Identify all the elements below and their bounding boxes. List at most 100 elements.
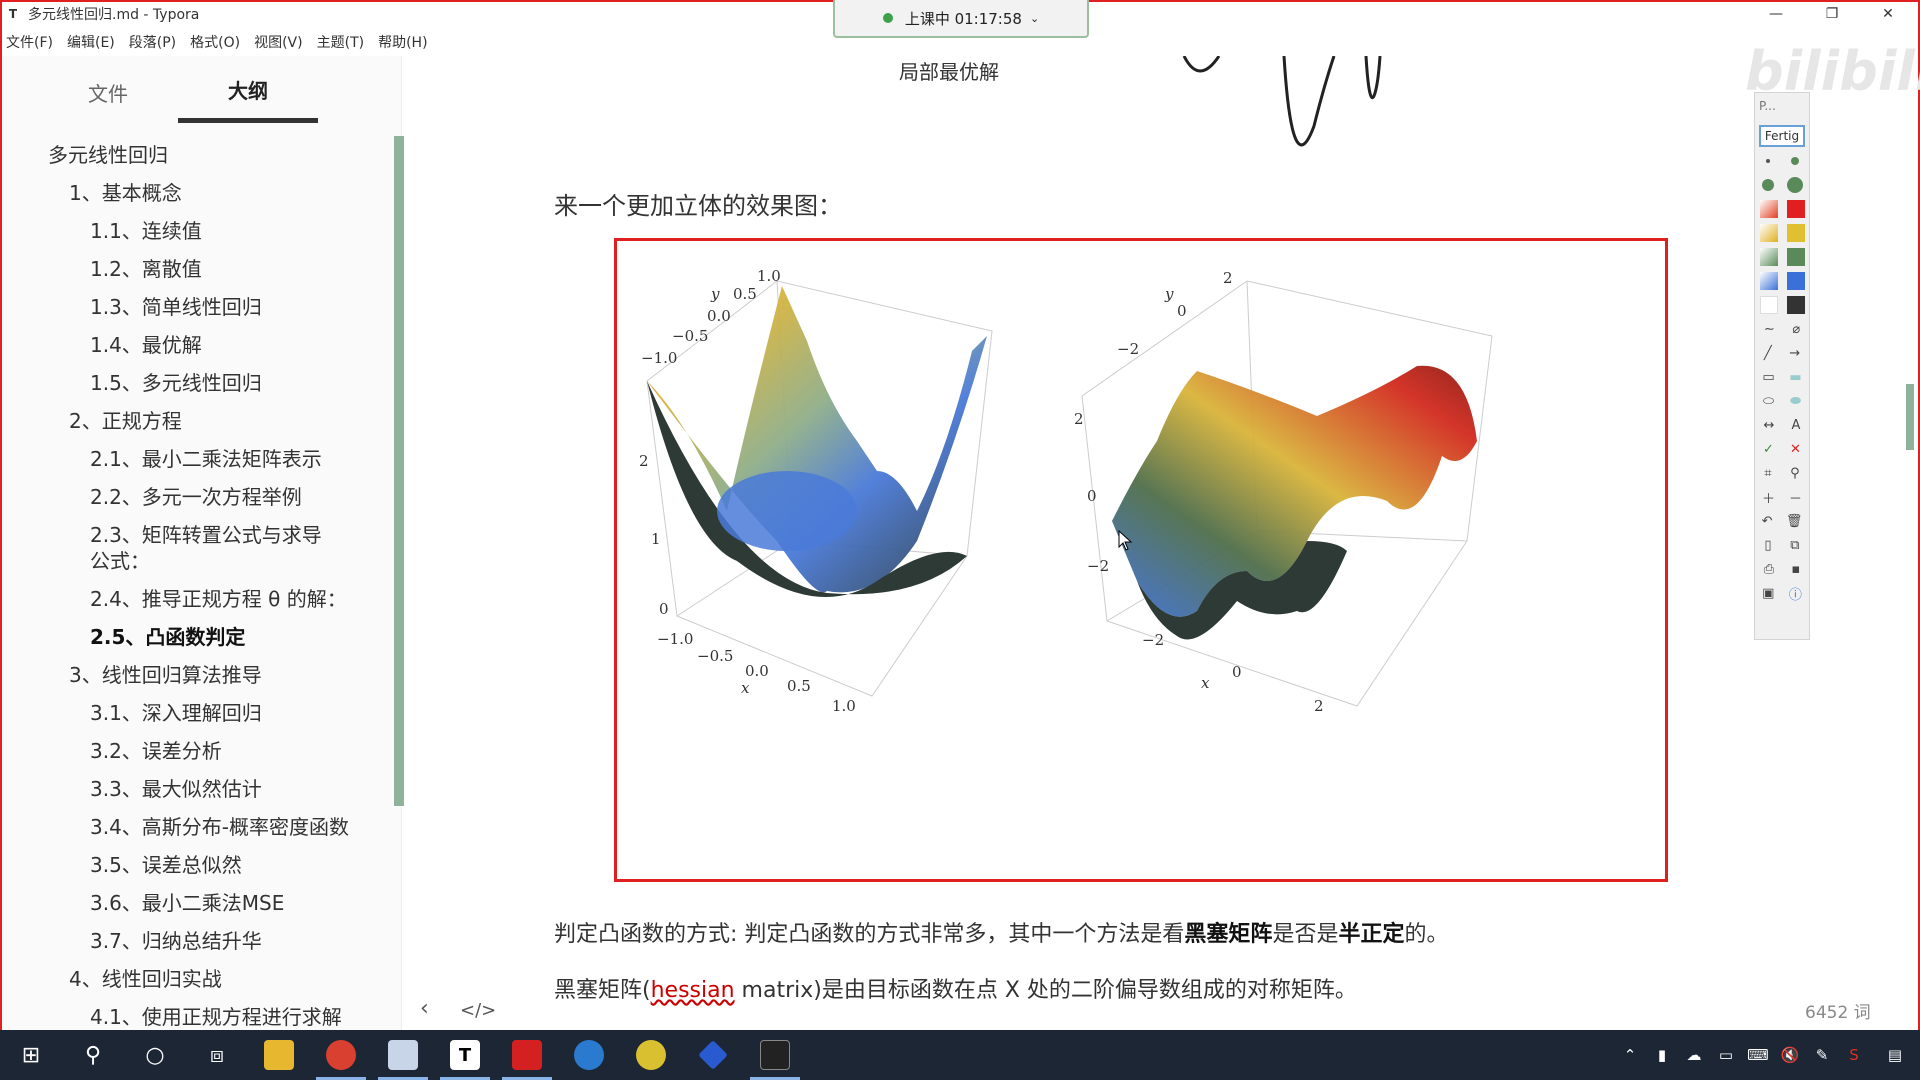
outline-item[interactable]: 3.7、归纳总结升华: [90, 929, 262, 953]
tab-files[interactable]: 文件: [88, 81, 128, 106]
recording-indicator[interactable]: 上课中 01:17:58 ⌄: [833, 0, 1089, 38]
undo-icon[interactable]: ↶: [1761, 513, 1773, 529]
pen-size-small-icon[interactable]: [1765, 159, 1770, 163]
task-view-icon[interactable]: ⧈: [210, 1042, 224, 1068]
color-red-swatch[interactable]: [1786, 200, 1805, 218]
menu-edit[interactable]: 编辑(E): [66, 35, 115, 51]
python-icon[interactable]: [620, 1030, 682, 1080]
arrow-icon[interactable]: →: [1789, 345, 1801, 361]
notification-icon[interactable]: ▤: [1887, 1046, 1903, 1064]
windows-start-icon[interactable]: ⊞: [21, 1042, 41, 1068]
filled-ellipse-icon[interactable]: ⬬: [1789, 393, 1802, 409]
cloud-icon[interactable]: ☁: [1686, 1046, 1702, 1064]
menu-format[interactable]: 格式(O): [190, 35, 241, 51]
search-icon[interactable]: ⚲: [84, 1042, 102, 1068]
outline-item[interactable]: 1.1、连续值: [90, 219, 202, 243]
spellcheck-word[interactable]: hessian: [650, 978, 735, 1003]
minus-icon[interactable]: －: [1788, 491, 1802, 507]
zoom-icon[interactable]: ⚲: [1790, 465, 1800, 481]
done-button[interactable]: Fertig: [1759, 125, 1805, 147]
chrome-icon[interactable]: [310, 1030, 372, 1080]
outline-item[interactable]: 1.3、简单线性回归: [90, 295, 262, 319]
maximize-button[interactable]: ❐: [1825, 6, 1839, 22]
highlighter-green-icon[interactable]: [1759, 248, 1778, 266]
edge-icon[interactable]: [558, 1030, 620, 1080]
sidebar-scrollbar[interactable]: [394, 136, 404, 806]
outline-item[interactable]: 2.2、多元一次方程举例: [90, 485, 302, 509]
source-code-mode-button[interactable]: </>: [460, 1000, 497, 1021]
surface-plots-image[interactable]: y 1.0 0.5 0.0 −0.5 −1.0 2 1 0 −1.0 −0.5 …: [614, 238, 1668, 882]
copy-icon[interactable]: ⧉: [1790, 537, 1800, 553]
network-icon[interactable]: ⌨: [1747, 1046, 1769, 1064]
outline-item[interactable]: 1.4、最优解: [90, 333, 202, 357]
filled-rectangle-icon[interactable]: ▬: [1789, 369, 1802, 385]
color-black-swatch[interactable]: [1786, 296, 1805, 314]
chevron-down-icon[interactable]: ⌄: [1029, 11, 1040, 25]
cross-icon[interactable]: ✕: [1790, 441, 1801, 457]
color-white-swatch[interactable]: [1759, 296, 1778, 314]
menu-file[interactable]: 文件(F): [6, 35, 53, 51]
menu-theme[interactable]: 主题(T): [316, 35, 365, 51]
color-yellow-swatch[interactable]: [1786, 224, 1805, 242]
highlighter-yellow-icon[interactable]: [1759, 224, 1778, 242]
outline-item[interactable]: 2.5、凸函数判定: [90, 625, 246, 649]
eraser-icon[interactable]: ⌀: [1792, 321, 1801, 337]
save-icon[interactable]: ▪: [1791, 561, 1801, 577]
tab-outline[interactable]: 大纲: [178, 55, 318, 123]
menu-paragraph[interactable]: 段落(P): [128, 35, 177, 51]
pen-size-xlarge-icon[interactable]: [1786, 177, 1803, 193]
trash-icon[interactable]: 🗑: [1785, 513, 1803, 529]
terminal-icon[interactable]: [744, 1030, 806, 1080]
outline-item[interactable]: 2.4、推导正规方程 θ 的解：: [90, 587, 347, 611]
outline-item[interactable]: 多元线性回归: [48, 143, 168, 167]
menu-help[interactable]: 帮助(H): [378, 35, 428, 51]
info-icon[interactable]: ⓘ: [1788, 587, 1802, 603]
volume-mute-icon[interactable]: 🔇: [1780, 1046, 1800, 1064]
highlighter-blue-icon[interactable]: [1759, 272, 1778, 290]
pen-size-medium-icon[interactable]: [1790, 157, 1799, 165]
outline-item[interactable]: 3、线性回归算法推导: [69, 663, 262, 687]
outline-item[interactable]: 2、正规方程: [69, 409, 182, 433]
battery-icon[interactable]: ▭: [1718, 1046, 1734, 1064]
editor[interactable]: 局部最优解 来一个更加立体的效果图：: [404, 56, 1744, 1030]
outline-item[interactable]: 3.1、深入理解回归: [90, 701, 262, 725]
double-arrow-icon[interactable]: ↔: [1763, 417, 1775, 433]
pen-size-large-icon[interactable]: [1761, 179, 1774, 191]
color-green-swatch[interactable]: [1786, 248, 1805, 266]
video-player-icon[interactable]: [682, 1030, 744, 1080]
file-explorer-icon[interactable]: [248, 1030, 310, 1080]
line-icon[interactable]: ╱: [1763, 345, 1772, 361]
outline-item[interactable]: 4、线性回归实战: [69, 967, 222, 991]
close-button[interactable]: ✕: [1882, 6, 1894, 22]
cortana-icon[interactable]: ○: [145, 1042, 165, 1068]
highlighter-red-icon[interactable]: [1759, 200, 1778, 218]
plus-icon[interactable]: ＋: [1761, 491, 1775, 507]
check-icon[interactable]: ✓: [1763, 441, 1774, 457]
outline-item[interactable]: 3.4、高斯分布-概率密度函数: [90, 815, 350, 839]
ellipse-icon[interactable]: ⬭: [1762, 393, 1775, 409]
outline-item[interactable]: 3.2、误差分析: [90, 739, 222, 763]
screenshot-icon[interactable]: ▣: [1762, 585, 1775, 601]
outline-item[interactable]: 3.6、最小二乘法MSE: [90, 891, 285, 915]
word-count[interactable]: 6452 词: [1805, 1003, 1871, 1023]
outline-item[interactable]: 3.5、误差总似然: [90, 853, 242, 877]
freehand-icon[interactable]: ∼: [1763, 321, 1775, 337]
outline-item[interactable]: 1、基本概念: [69, 181, 182, 205]
outline-item[interactable]: 2.1、最小二乘法矩阵表示: [90, 447, 322, 471]
outline-item[interactable]: 1.5、多元线性回归: [90, 371, 262, 395]
rectangle-icon[interactable]: ▭: [1762, 369, 1775, 385]
editor-scrollbar[interactable]: [1906, 384, 1914, 450]
outline-item[interactable]: 2.3、矩阵转置公式与求导公式：: [90, 523, 322, 573]
outline-item[interactable]: 4.1、使用正规方程进行求解: [90, 1005, 342, 1029]
outline-item[interactable]: 1.2、离散值: [90, 257, 202, 281]
sidebar-toggle-button[interactable]: ‹: [420, 996, 429, 1021]
color-blue-swatch[interactable]: [1786, 272, 1805, 290]
pen-icon[interactable]: ✎: [1815, 1046, 1829, 1064]
crop-icon[interactable]: ⌗: [1764, 465, 1772, 481]
outline-item[interactable]: 3.3、最大似然估计: [90, 777, 262, 801]
paint-icon[interactable]: [372, 1030, 434, 1080]
pdf-reader-icon[interactable]: [496, 1030, 558, 1080]
chevron-up-icon[interactable]: ⌃: [1623, 1046, 1637, 1064]
typora-icon[interactable]: T: [434, 1030, 496, 1080]
usb-icon[interactable]: ▮: [1657, 1046, 1667, 1064]
